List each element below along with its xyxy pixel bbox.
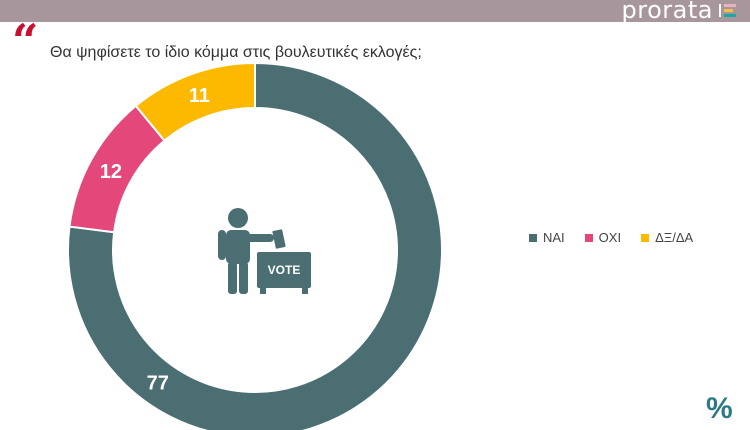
slice-no-value-label: 12 [100,161,122,183]
slice-dk [134,61,256,142]
legend-swatch-dk [641,233,650,242]
brand-bars-icon [719,3,736,17]
quote-mark-icon: “ [12,14,39,68]
legend-label-yes: ΝΑΙ [543,230,565,245]
brand-name: prorata [621,0,713,24]
chart-title: Θα ψηφίσετε το ίδιο κόμμα στις βουλευτικ… [50,44,422,61]
vote-label: VOTE [268,263,301,277]
brand-logo: prorata [622,0,736,22]
legend-label-dk: ΔΞ/ΔΑ [655,230,694,245]
header-bar: prorata [0,0,750,22]
legend-item-dk: ΔΞ/ΔΑ [641,230,693,245]
slice-yes-value-label: 77 [147,373,169,395]
percent-icon: % [706,392,733,425]
slice-dk-value-label: 11 [189,85,210,107]
slice-yes [67,61,443,430]
legend-label-no: ΟΧΙ [598,230,622,245]
legend-item-no: ΟΧΙ [584,230,622,245]
legend: ΝΑΙ ΟΧΙ ΔΞ/ΔΑ [529,230,693,245]
legend-swatch-no [584,233,593,242]
voter-ballot-box-icon: VOTE [218,208,311,294]
legend-swatch-yes [529,233,537,242]
legend-item-yes: ΝΑΙ [529,230,565,245]
